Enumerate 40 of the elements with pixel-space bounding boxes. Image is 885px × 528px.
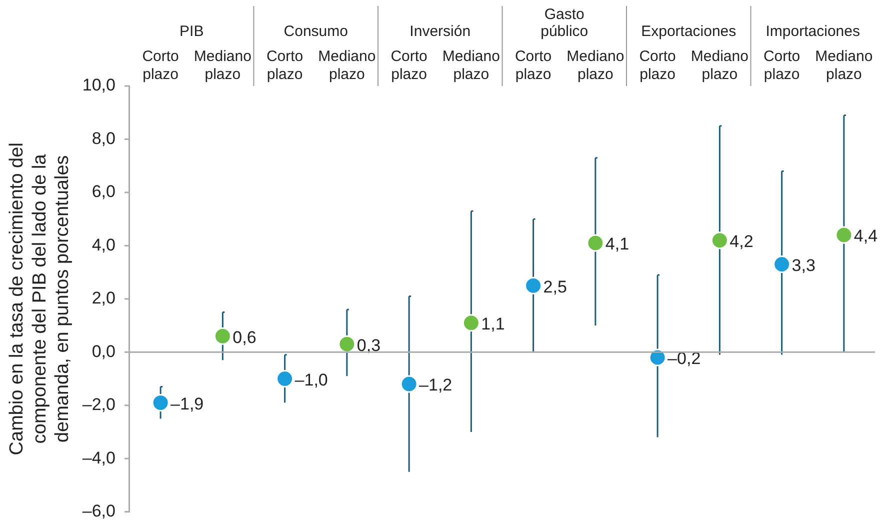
data-label: 4,2 [730,232,754,252]
data-label: –1,2 [419,376,452,395]
data-label: 0,3 [356,336,381,355]
x-tick-label: Mediano plazo [690,48,748,84]
x-tick-label: Corto plazo [514,48,552,84]
data-label: –0,2 [668,349,701,368]
data-label: –1,9 [170,394,204,414]
y-tick-label: 8,0 [92,128,116,148]
x-tick-label: Mediano plazo [442,48,500,84]
y-axis-title: Cambio en la tasa de crecimiento del componente del PIB del lado de la demanda, en puntos porcentuales [6,142,74,456]
x-tick-label: Corto plazo [390,48,428,84]
y-tick-label: 0,0 [92,342,116,361]
x-tick-label: Mediano plazo [815,48,873,84]
text: Gasto público [540,6,588,40]
data-label: 2,5 [543,277,567,296]
text: Inversión [410,23,471,40]
y-tick-label: –2,0 [82,395,116,414]
data-label: 3,3 [792,256,816,275]
y-tick-label: 10,0 [82,76,116,95]
x-tick-label: Mediano plazo [566,48,624,84]
data-label: 0,6 [232,328,256,347]
text: PIB [180,23,204,40]
x-tick-label: Corto plazo [639,48,676,84]
x-tick-label: Mediano plazo [194,48,252,84]
x-tick-label: Mediano plazo [318,48,376,84]
y-tick-label: 6,0 [92,182,116,202]
data-label: 1,1 [481,314,505,334]
x-tick-label: Corto plazo [763,48,800,84]
text: Exportaciones [641,23,736,40]
data-label: –1,0 [294,370,328,390]
data-label: 4,4 [854,226,878,246]
y-tick-label: –4,0 [82,448,116,468]
x-tick-label: Corto plazo [266,48,304,84]
data-label: 4,1 [605,234,630,254]
text: Importaciones [766,23,860,40]
y-tick-label: 4,0 [92,235,116,254]
y-tick-label: 2,0 [92,288,116,308]
text: Consumo [284,23,348,40]
x-tick-label: Corto plazo [142,48,179,84]
y-tick-label: –6,0 [82,501,116,520]
